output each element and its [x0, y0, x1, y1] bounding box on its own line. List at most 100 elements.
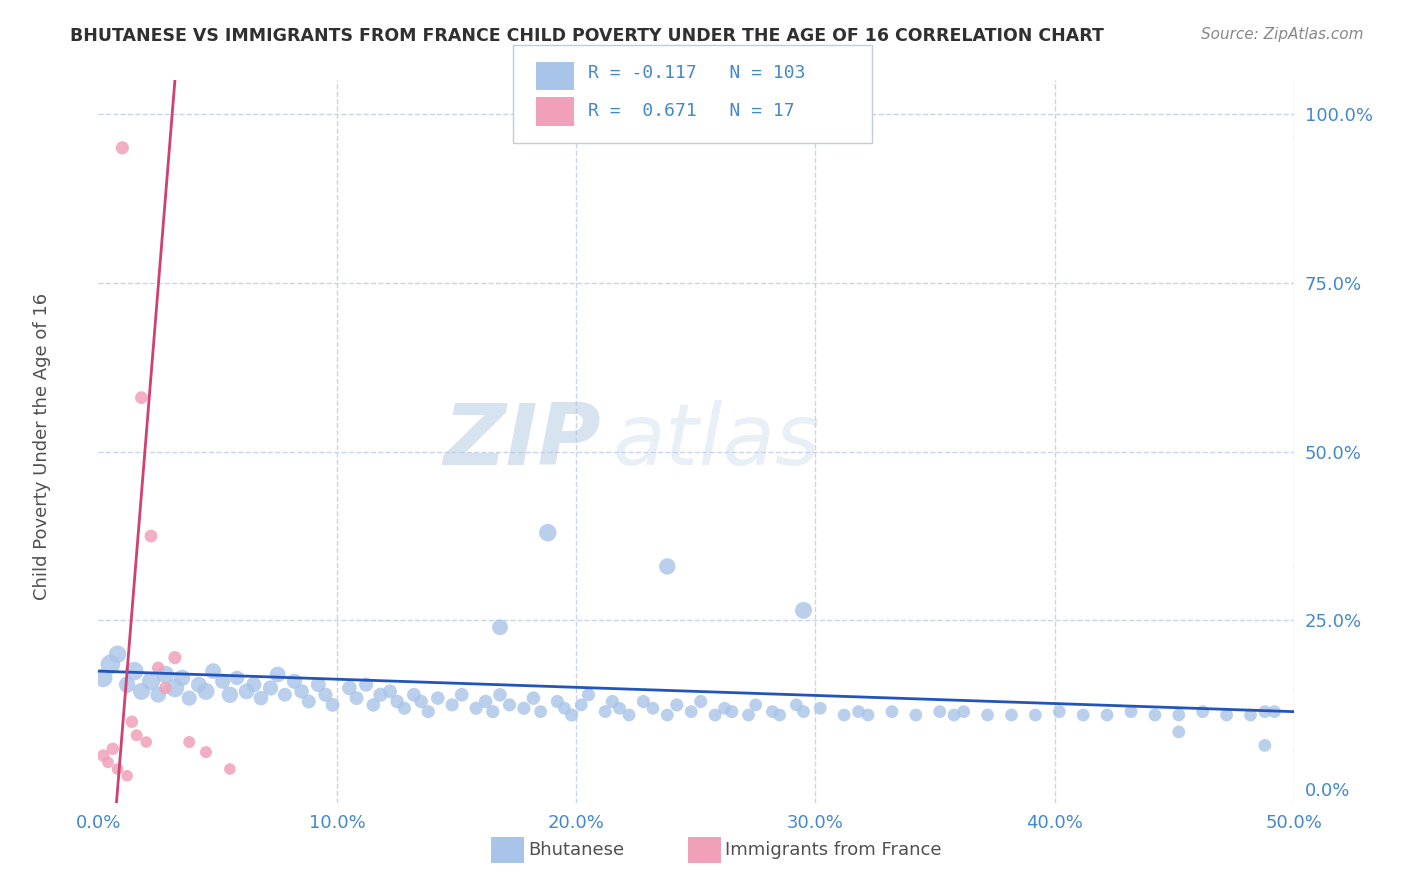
Point	[593, 705, 616, 719]
Point	[124, 664, 146, 678]
Point	[121, 714, 143, 729]
Point	[135, 735, 157, 749]
Point	[943, 708, 966, 723]
Point	[98, 657, 122, 672]
Point	[530, 705, 553, 719]
Point	[378, 684, 401, 698]
Point	[1167, 725, 1189, 739]
Point	[115, 678, 138, 692]
Point	[139, 674, 162, 689]
Point	[1143, 708, 1166, 723]
Point	[125, 728, 148, 742]
Point	[665, 698, 688, 712]
Point	[148, 688, 170, 702]
Point	[641, 701, 664, 715]
Point	[322, 698, 344, 712]
Point	[179, 735, 201, 749]
Point	[235, 684, 257, 698]
Point	[202, 664, 225, 678]
Point	[465, 701, 488, 715]
Point	[155, 681, 177, 695]
Point	[402, 688, 425, 702]
Point	[385, 694, 409, 708]
Point	[489, 620, 512, 634]
Point	[219, 762, 242, 776]
Text: Immigrants from France: Immigrants from France	[725, 841, 942, 859]
Point	[713, 701, 735, 715]
Text: Child Poverty Under the Age of 16: Child Poverty Under the Age of 16	[34, 293, 51, 599]
Point	[243, 678, 266, 692]
Text: ZIP: ZIP	[443, 400, 600, 483]
Point	[315, 688, 337, 702]
Point	[226, 671, 249, 685]
Point	[657, 559, 679, 574]
Point	[298, 694, 321, 708]
Point	[418, 705, 440, 719]
Point	[785, 698, 807, 712]
Point	[195, 745, 218, 759]
Point	[131, 391, 153, 405]
Point	[291, 684, 314, 698]
Point	[148, 661, 170, 675]
Point	[107, 762, 129, 776]
Point	[163, 681, 186, 695]
Point	[704, 708, 727, 723]
Text: R =  0.671   N = 17: R = 0.671 N = 17	[588, 103, 794, 120]
Point	[1119, 705, 1142, 719]
Point	[250, 691, 273, 706]
Point	[267, 667, 290, 681]
Point	[546, 694, 568, 708]
Point	[832, 708, 855, 723]
Point	[793, 705, 815, 719]
Point	[187, 678, 209, 692]
Point	[880, 705, 903, 719]
Point	[370, 688, 392, 702]
Point	[1254, 739, 1277, 753]
Point	[976, 708, 998, 723]
Point	[537, 525, 560, 540]
Point	[561, 708, 583, 723]
Point	[474, 694, 496, 708]
Point	[97, 756, 120, 770]
Point	[554, 701, 576, 715]
Point	[1191, 705, 1213, 719]
Point	[139, 529, 162, 543]
Point	[307, 678, 329, 692]
Point	[681, 705, 703, 719]
Point	[489, 688, 512, 702]
Point	[793, 603, 815, 617]
Point	[952, 705, 974, 719]
Point	[617, 708, 640, 723]
Point	[211, 674, 233, 689]
Point	[737, 708, 759, 723]
Point	[155, 667, 177, 681]
Point	[1095, 708, 1118, 723]
Point	[450, 688, 472, 702]
Point	[481, 705, 505, 719]
Point	[856, 708, 879, 723]
Point	[745, 698, 768, 712]
Point	[426, 691, 449, 706]
Point	[522, 691, 544, 706]
Text: atlas: atlas	[613, 400, 820, 483]
Point	[1071, 708, 1094, 723]
Point	[259, 681, 281, 695]
Point	[513, 701, 536, 715]
Point	[111, 141, 134, 155]
Point	[172, 671, 194, 685]
Point	[657, 708, 679, 723]
Point	[721, 705, 744, 719]
Point	[346, 691, 368, 706]
Point	[1000, 708, 1022, 723]
Text: BHUTANESE VS IMMIGRANTS FROM FRANCE CHILD POVERTY UNDER THE AGE OF 16 CORRELATIO: BHUTANESE VS IMMIGRANTS FROM FRANCE CHIL…	[70, 27, 1104, 45]
Point	[761, 705, 783, 719]
Point	[1215, 708, 1237, 723]
Point	[578, 688, 600, 702]
Point	[904, 708, 927, 723]
Text: Bhutanese: Bhutanese	[529, 841, 624, 859]
Point	[609, 701, 631, 715]
Point	[131, 684, 153, 698]
Point	[115, 769, 138, 783]
Point	[1047, 705, 1070, 719]
Point	[163, 650, 186, 665]
